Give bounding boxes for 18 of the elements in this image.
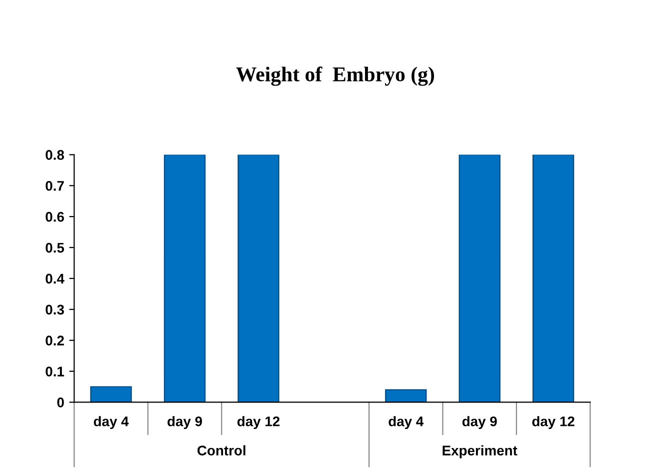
y-tick-label: 0.6 — [46, 212, 64, 222]
y-tick-label: 0.5 — [46, 242, 64, 253]
x-tick-label: day 12 — [532, 416, 574, 430]
x-tick-label: day 9 — [462, 416, 497, 430]
y-tick-label: 0.3 — [46, 304, 64, 315]
y-tick-label: 0.1 — [46, 366, 64, 376]
chart-title: Weight of Embryo (g) — [236, 66, 434, 86]
y-tick-label: 0.4 — [46, 274, 64, 284]
x-tick-label: day 9 — [168, 416, 202, 430]
y-tick-label: 0 — [57, 398, 64, 408]
y-tick-label: 0.2 — [46, 336, 64, 346]
y-tick-label: 0.7 — [46, 180, 64, 191]
text: Experiment — [442, 445, 518, 458]
x-tick-label: day 4 — [388, 416, 424, 430]
y-tick-label: 0.8 — [46, 150, 64, 160]
x-tick-label: day 4 — [94, 416, 129, 430]
x-tick-label: day 12 — [237, 416, 280, 430]
text: Control — [197, 445, 246, 456]
